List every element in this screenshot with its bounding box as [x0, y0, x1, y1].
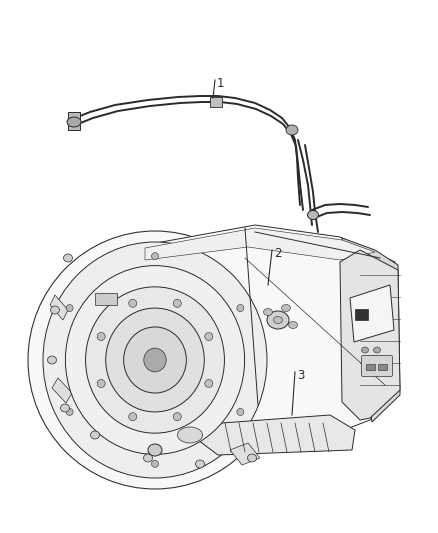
Ellipse shape: [173, 300, 181, 308]
Polygon shape: [50, 295, 68, 320]
Ellipse shape: [67, 117, 81, 127]
Polygon shape: [340, 250, 400, 420]
Ellipse shape: [195, 460, 205, 468]
Text: 1: 1: [217, 77, 225, 90]
Ellipse shape: [307, 211, 318, 220]
Ellipse shape: [60, 404, 70, 412]
Polygon shape: [52, 378, 72, 403]
Ellipse shape: [205, 379, 213, 387]
Ellipse shape: [64, 254, 73, 262]
Ellipse shape: [66, 304, 73, 312]
Polygon shape: [145, 228, 375, 260]
Ellipse shape: [152, 461, 159, 467]
Ellipse shape: [97, 379, 105, 387]
Polygon shape: [145, 225, 398, 452]
Ellipse shape: [43, 242, 267, 478]
Ellipse shape: [129, 300, 137, 308]
Ellipse shape: [267, 311, 289, 329]
Bar: [68, 112, 80, 130]
Bar: [355, 309, 368, 320]
Ellipse shape: [361, 347, 368, 353]
Text: 3: 3: [297, 369, 304, 382]
Polygon shape: [350, 285, 394, 342]
Ellipse shape: [273, 317, 283, 324]
Ellipse shape: [374, 347, 381, 353]
Ellipse shape: [282, 304, 290, 311]
Ellipse shape: [286, 125, 298, 135]
Ellipse shape: [144, 454, 152, 462]
Polygon shape: [120, 425, 145, 450]
Ellipse shape: [50, 306, 60, 314]
Polygon shape: [230, 443, 260, 465]
Text: 2: 2: [274, 247, 282, 260]
Ellipse shape: [152, 253, 159, 260]
Ellipse shape: [106, 308, 204, 412]
FancyBboxPatch shape: [361, 356, 392, 376]
Ellipse shape: [289, 321, 297, 328]
Ellipse shape: [28, 231, 282, 489]
Polygon shape: [342, 238, 400, 422]
Ellipse shape: [173, 413, 181, 421]
Bar: [95, 293, 117, 305]
Ellipse shape: [124, 327, 186, 393]
Bar: [210, 97, 222, 107]
Ellipse shape: [177, 427, 202, 443]
Ellipse shape: [65, 265, 244, 455]
Polygon shape: [198, 415, 355, 455]
Bar: [378, 364, 387, 370]
Ellipse shape: [148, 444, 162, 456]
Ellipse shape: [237, 304, 244, 312]
Ellipse shape: [264, 309, 272, 316]
Ellipse shape: [66, 408, 73, 415]
Ellipse shape: [237, 408, 244, 415]
Ellipse shape: [97, 333, 105, 341]
Ellipse shape: [205, 333, 213, 341]
Ellipse shape: [91, 431, 99, 439]
Ellipse shape: [144, 348, 166, 372]
Ellipse shape: [47, 356, 57, 364]
Ellipse shape: [247, 454, 257, 462]
Bar: [366, 364, 375, 370]
Ellipse shape: [129, 413, 137, 421]
Ellipse shape: [85, 287, 224, 433]
